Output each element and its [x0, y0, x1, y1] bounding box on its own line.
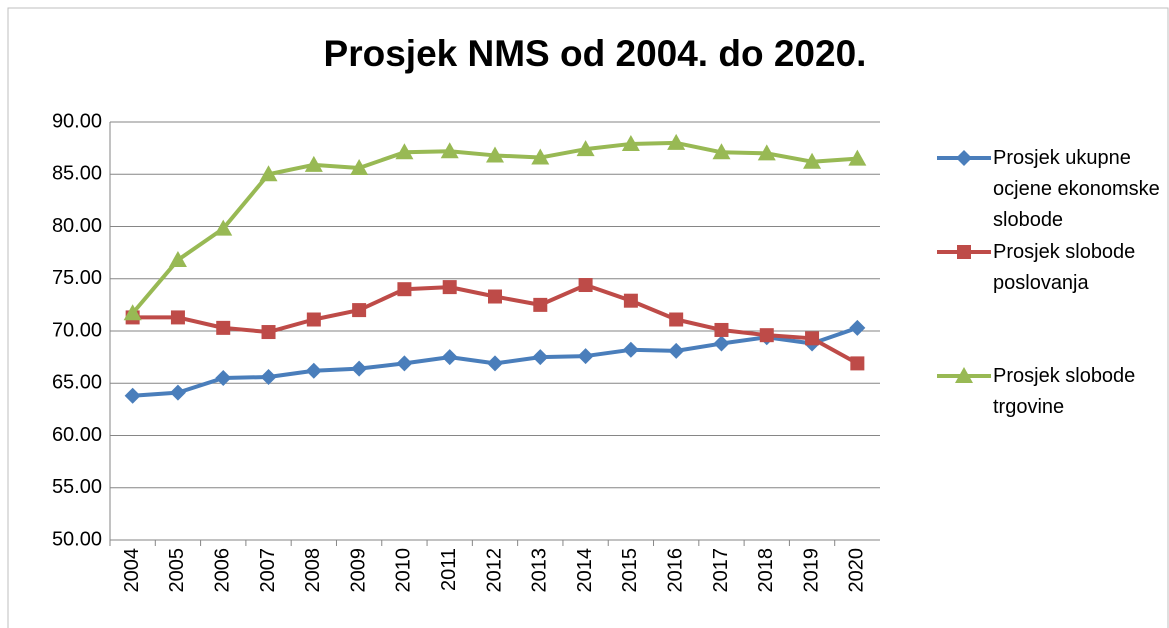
- y-tick-label: 60.00: [52, 424, 102, 446]
- y-tick-label: 70.00: [52, 319, 102, 341]
- x-tick-label: 2012: [483, 548, 505, 593]
- legend-symbol: [937, 150, 991, 166]
- y-tick-label: 55.00: [52, 476, 102, 498]
- legend-symbol: [937, 367, 991, 383]
- x-tick-label: 2013: [529, 548, 551, 593]
- x-tick-label: 2019: [800, 548, 822, 593]
- marker: [531, 148, 550, 165]
- x-tick-label: 2004: [121, 548, 143, 593]
- marker: [578, 278, 593, 293]
- marker: [306, 312, 321, 327]
- marker: [714, 322, 729, 337]
- marker: [668, 342, 685, 359]
- x-tick-label: 2015: [619, 548, 641, 593]
- x-tick-label: 2007: [257, 548, 279, 593]
- x-tick-label: 2020: [846, 548, 868, 593]
- marker: [850, 356, 865, 371]
- marker: [956, 150, 972, 166]
- legend-label: Prosjek slobode trgovine: [993, 365, 1136, 418]
- marker: [261, 325, 276, 340]
- chart-title: Prosjek NMS od 2004. do 2020.: [324, 33, 867, 74]
- legend-label: Prosjek slobode poslovanja: [993, 241, 1136, 294]
- marker: [803, 152, 822, 169]
- x-tick-label: 2010: [393, 548, 415, 593]
- x-tick-label: 2011: [438, 548, 460, 591]
- marker: [577, 348, 594, 365]
- marker: [396, 355, 413, 372]
- marker: [305, 362, 322, 379]
- marker: [216, 320, 231, 335]
- x-tick-label: 2014: [574, 548, 596, 593]
- marker: [395, 143, 414, 160]
- y-tick-label: 85.00: [52, 163, 102, 185]
- marker: [533, 297, 548, 312]
- marker: [350, 158, 369, 175]
- legend-symbol: [937, 245, 991, 259]
- marker: [848, 149, 867, 166]
- marker: [712, 143, 731, 160]
- marker: [170, 310, 185, 325]
- series-line: [131, 140, 858, 315]
- marker: [351, 360, 368, 377]
- marker: [486, 146, 504, 163]
- x-tick-label: 2016: [664, 548, 686, 593]
- marker: [215, 370, 232, 387]
- marker: [442, 280, 457, 295]
- marker: [488, 289, 502, 304]
- y-tick-label: 50.00: [52, 528, 102, 550]
- legend-entry: Prosjek ukupne ocjene ekonomske slobode: [935, 147, 1165, 236]
- marker: [259, 165, 278, 182]
- marker: [441, 349, 458, 366]
- marker: [957, 245, 971, 259]
- marker: [214, 219, 233, 236]
- marker: [622, 341, 639, 358]
- legend-entry: Prosjek slobode poslovanja: [935, 241, 1165, 299]
- marker: [576, 140, 595, 157]
- marker: [168, 250, 187, 267]
- marker: [397, 282, 412, 297]
- marker: [352, 303, 367, 318]
- marker: [304, 155, 323, 172]
- marker: [260, 368, 277, 385]
- marker: [669, 312, 684, 327]
- x-tick-label: 2009: [347, 548, 369, 593]
- x-tick-label: 2005: [166, 548, 188, 593]
- marker: [621, 134, 640, 151]
- legend-label: Prosjek ukupne ocjene ekonomske slobode: [993, 147, 1160, 231]
- marker: [169, 384, 186, 401]
- marker: [805, 331, 820, 346]
- y-tick-label: 65.00: [52, 372, 102, 394]
- marker: [713, 335, 730, 352]
- x-tick-label: 2018: [755, 548, 777, 593]
- x-tick-label: 2008: [302, 548, 324, 593]
- chart-frame: [7, 7, 1169, 628]
- x-tick-label: 2017: [710, 548, 732, 593]
- marker: [440, 142, 459, 159]
- marker: [123, 304, 142, 321]
- marker: [955, 367, 973, 383]
- marker: [759, 328, 774, 343]
- y-tick-label: 80.00: [52, 215, 102, 237]
- x-tick-label: 2006: [212, 548, 234, 593]
- marker: [849, 319, 866, 336]
- marker: [532, 349, 549, 366]
- y-tick-label: 90.00: [52, 110, 102, 132]
- marker: [667, 133, 686, 150]
- marker: [124, 387, 141, 404]
- marker: [623, 293, 638, 308]
- marker: [487, 355, 503, 372]
- y-tick-label: 75.00: [52, 267, 102, 289]
- marker: [757, 144, 776, 161]
- legend-entry: Prosjek slobode trgovine: [935, 365, 1165, 423]
